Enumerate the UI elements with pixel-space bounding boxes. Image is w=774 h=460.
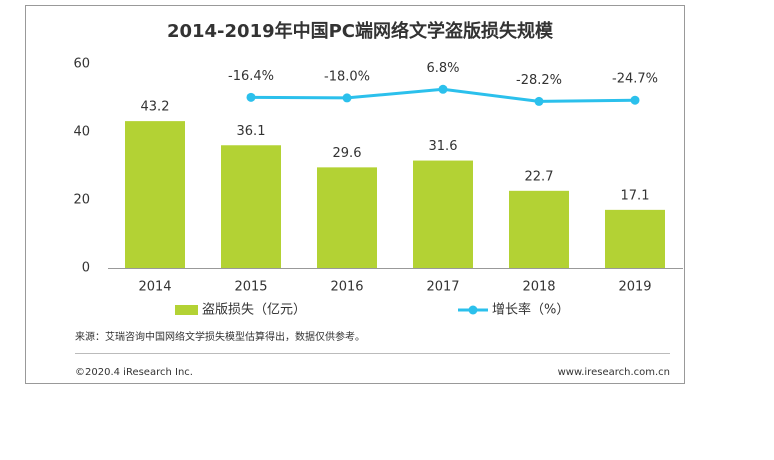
- data-label: 6.8%: [426, 61, 459, 76]
- bar: [221, 145, 281, 268]
- y-tick-label: 0: [82, 261, 90, 276]
- data-label: 22.7: [525, 169, 554, 184]
- line-marker: [342, 93, 352, 103]
- y-tick-label: 60: [73, 57, 90, 72]
- legend-label: 增长率（%）: [492, 302, 569, 318]
- copyright: ©2020.4 iResearch Inc.: [75, 367, 193, 378]
- y-tick-label: 40: [73, 125, 90, 140]
- data-label: -24.7%: [612, 72, 658, 87]
- data-label: 31.6: [429, 139, 458, 154]
- bar: [605, 209, 665, 268]
- chart-title: 2014-2019年中国PC端网络文学盗版损失规模: [167, 20, 554, 42]
- data-label: -16.4%: [228, 69, 274, 84]
- x-tick-label: 2015: [234, 280, 267, 295]
- bar: [317, 167, 377, 268]
- source-note: 来源：艾瑞咨询中国网络文学损失模型估算得出，数据仅供参考。: [75, 330, 365, 343]
- x-tick-label: 2017: [426, 280, 459, 295]
- line-marker: [246, 92, 256, 102]
- data-label: 29.6: [333, 146, 362, 161]
- website: www.iresearch.com.cn: [558, 367, 670, 378]
- data-label: 17.1: [621, 188, 650, 203]
- x-tick-label: 2014: [138, 280, 171, 295]
- data-label: 36.1: [237, 124, 266, 139]
- data-label: 43.2: [141, 100, 170, 115]
- line-marker: [534, 96, 544, 106]
- legend-swatch-bar: [175, 305, 198, 315]
- x-tick-label: 2019: [618, 280, 651, 295]
- x-tick-label: 2016: [330, 280, 363, 295]
- x-tick-label: 2018: [522, 280, 555, 295]
- line-marker: [630, 95, 640, 105]
- bar: [413, 160, 473, 268]
- y-tick-label: 20: [73, 193, 90, 208]
- bar: [509, 190, 569, 268]
- data-label: -18.0%: [324, 69, 370, 84]
- bar: [125, 121, 185, 269]
- data-label: -28.2%: [516, 73, 562, 88]
- legend-label: 盗版损失（亿元）: [202, 302, 306, 318]
- legend-swatch-marker: [468, 305, 478, 315]
- line-marker: [438, 84, 448, 94]
